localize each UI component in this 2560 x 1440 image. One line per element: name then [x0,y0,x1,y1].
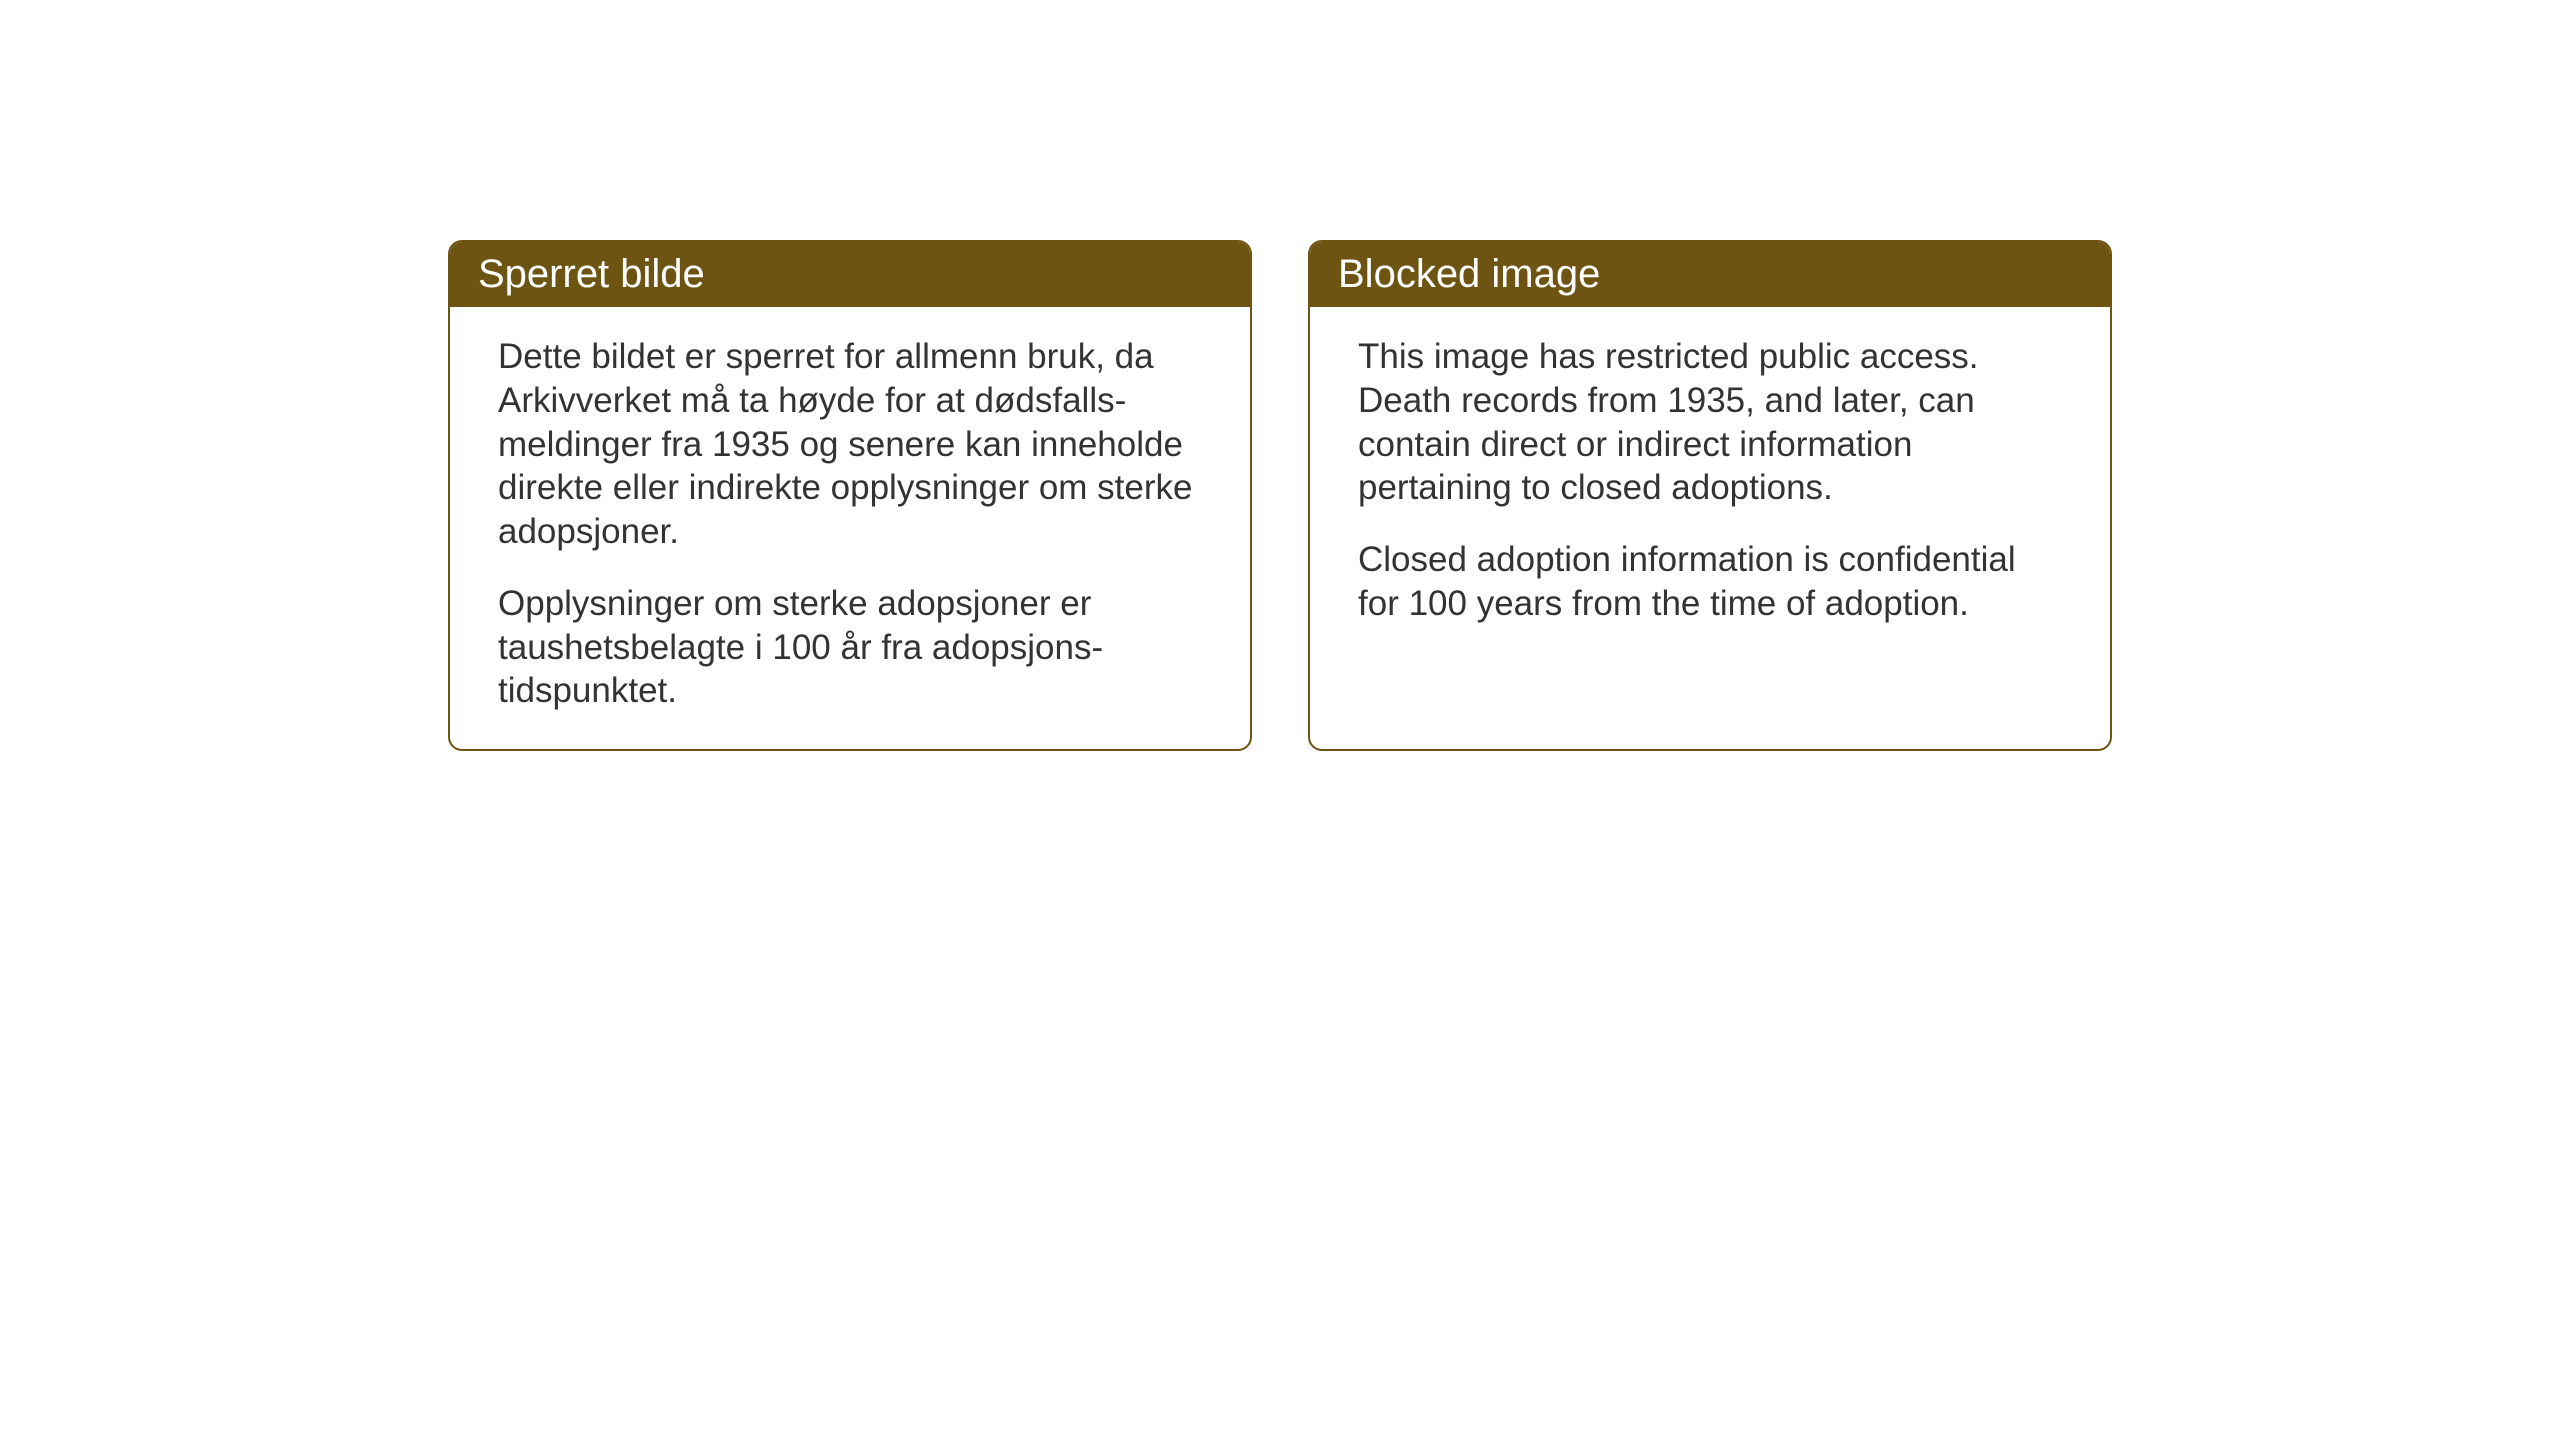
card-body: This image has restricted public access.… [1310,307,2110,747]
card-paragraph-2: Opplysninger om sterke adopsjoner er tau… [498,582,1202,713]
notice-card-norwegian: Sperret bilde Dette bildet er sperret fo… [448,240,1252,751]
card-paragraph-2: Closed adoption information is confident… [1358,538,2062,626]
card-header: Blocked image [1310,242,2110,307]
card-paragraph-1: Dette bildet er sperret for allmenn bruk… [498,335,1202,554]
notice-container: Sperret bilde Dette bildet er sperret fo… [448,240,2112,751]
card-header: Sperret bilde [450,242,1250,307]
notice-card-english: Blocked image This image has restricted … [1308,240,2112,751]
card-body: Dette bildet er sperret for allmenn bruk… [450,307,1250,749]
card-title: Sperret bilde [478,252,705,296]
card-title: Blocked image [1338,252,1600,296]
card-paragraph-1: This image has restricted public access.… [1358,335,2062,510]
